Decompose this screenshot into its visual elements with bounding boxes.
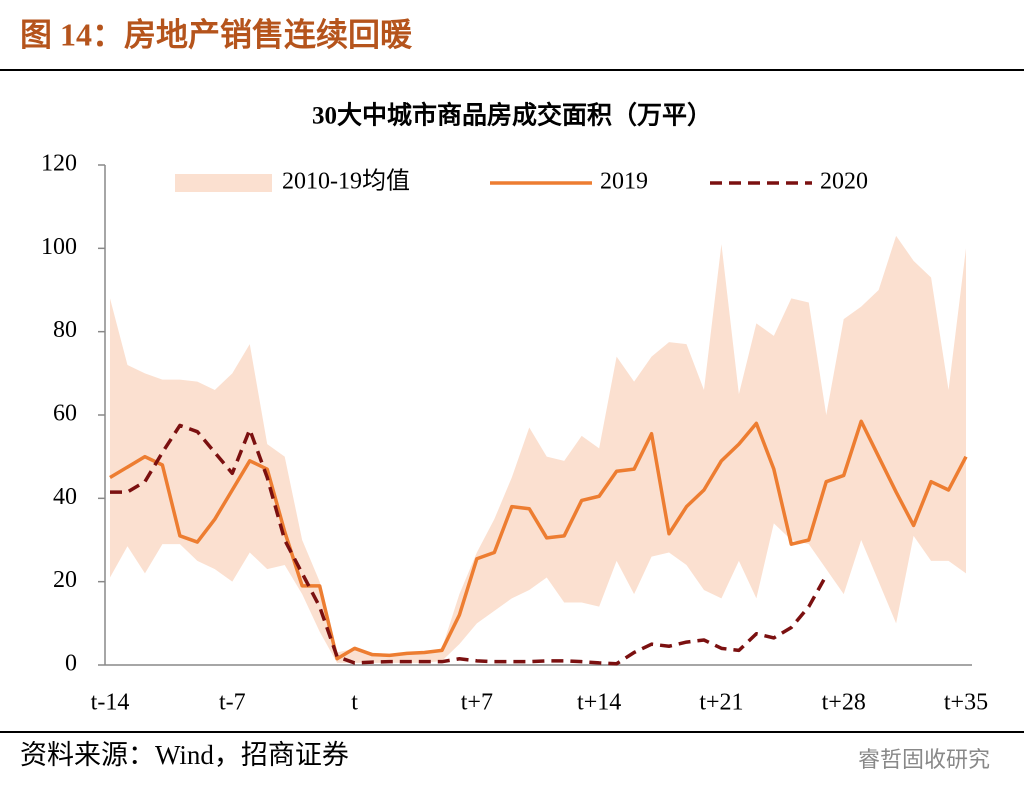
y-tick-label: 0 xyxy=(65,651,77,677)
y-tick-label: 20 xyxy=(53,567,77,593)
x-tick-label: t-7 xyxy=(219,690,246,716)
x-tick-label: t+21 xyxy=(699,690,743,716)
x-tick-label: t+7 xyxy=(461,690,493,716)
y-tick-label: 40 xyxy=(53,484,77,510)
x-tick-label: t+35 xyxy=(944,690,988,716)
x-tick-label: t-14 xyxy=(91,690,130,716)
figure-title: 图 14：房地产销售连续回暖 xyxy=(20,16,413,52)
x-tick-label: t+14 xyxy=(577,690,621,716)
legend-label: 2020 xyxy=(820,169,868,195)
legend-swatch xyxy=(175,174,272,192)
y-tick-label: 60 xyxy=(53,401,77,427)
x-tick-label: t xyxy=(351,690,358,716)
x-tick-label: t+28 xyxy=(822,690,866,716)
series-line xyxy=(110,423,828,666)
watermark: 睿哲固收研究 xyxy=(858,747,990,772)
y-tick-label: 80 xyxy=(53,317,77,343)
source: 资料来源：Wind，招商证券 xyxy=(20,740,349,770)
legend-label: 2010-19均值 xyxy=(282,168,410,195)
legend-label: 2019 xyxy=(600,169,648,195)
range-band xyxy=(110,235,966,663)
y-tick-label: 100 xyxy=(41,234,77,260)
y-tick-label: 120 xyxy=(41,151,77,177)
chart-title: 30大中城市商品房成交面积（万平） xyxy=(312,101,712,130)
series-line xyxy=(109,419,968,661)
